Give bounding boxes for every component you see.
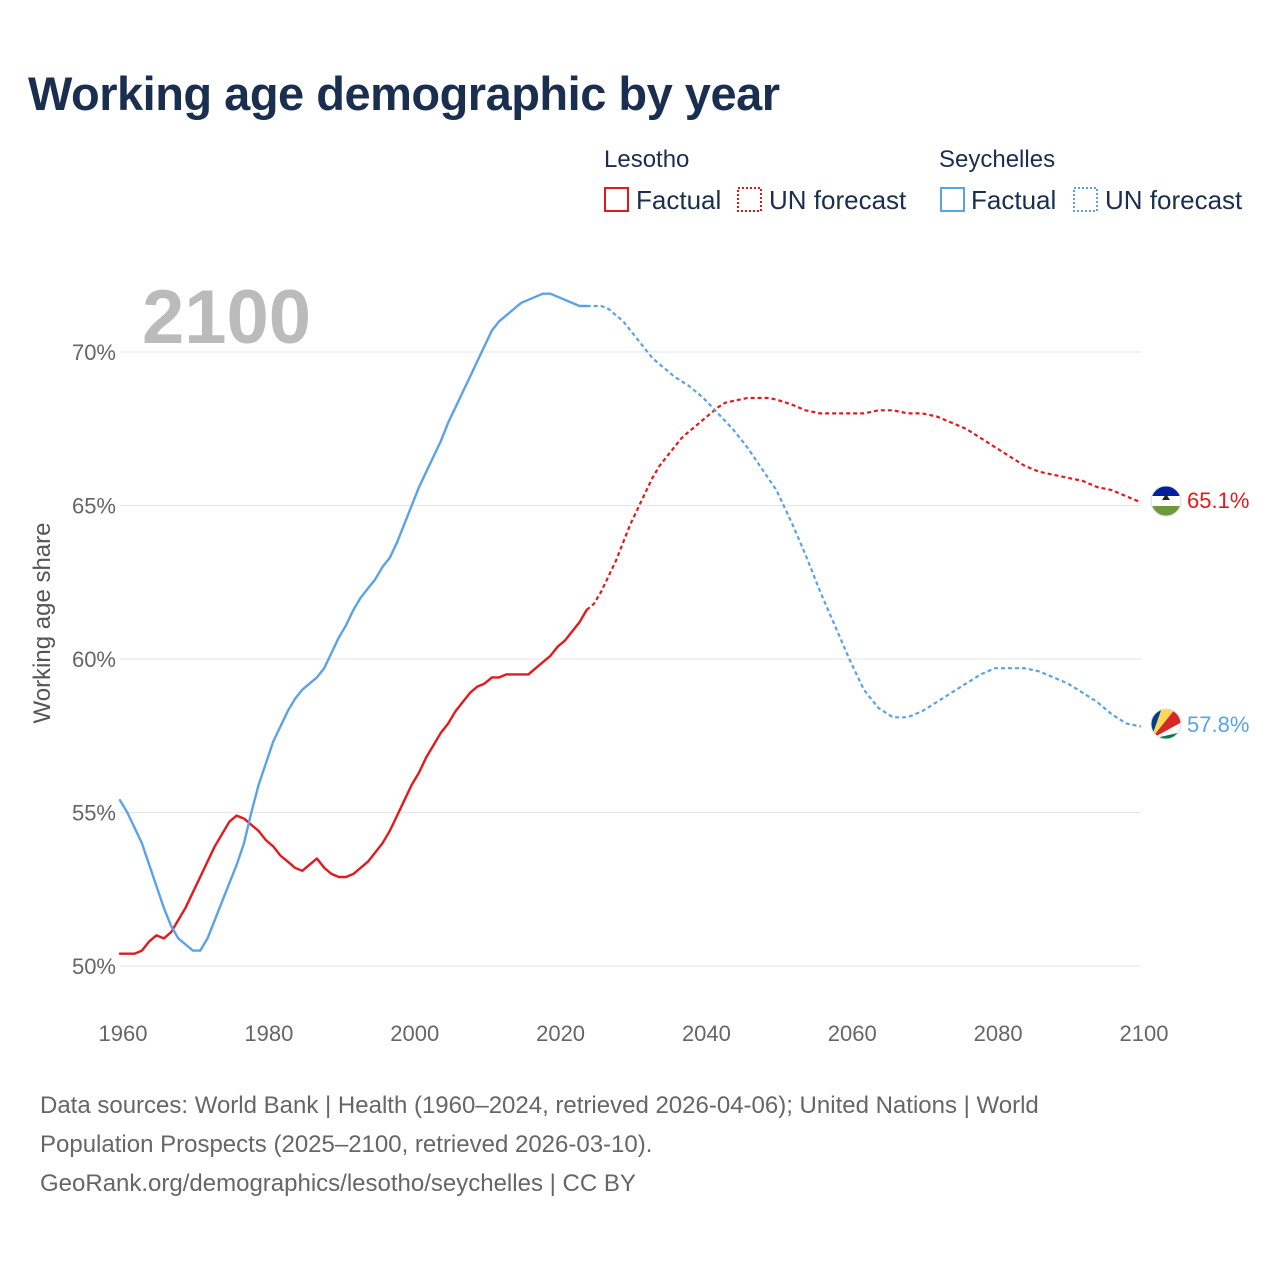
end-label-seychelles: 57.8%	[1187, 712, 1249, 737]
y-tick-label: 55%	[72, 801, 116, 826]
flag-seychelles-icon	[1150, 708, 1182, 740]
x-tick-label: 2020	[536, 1021, 585, 1046]
end-label-lesotho: 65.1%	[1187, 488, 1249, 513]
grid	[120, 351, 1141, 967]
legend-swatch-seychelles-factual[interactable]	[940, 187, 965, 212]
x-tick-label: 2100	[1120, 1021, 1169, 1046]
footer-line: Population Prospects (2025–2100, retriev…	[40, 1131, 653, 1158]
legend-label-lesotho-factual[interactable]: Factual	[636, 185, 721, 215]
x-tick-label: 2040	[682, 1021, 731, 1046]
chart-title: Working age demographic by year	[28, 67, 780, 120]
y-tick-label: 60%	[72, 647, 116, 672]
y-axis: 50% 55% 60% 65% 70%	[72, 340, 116, 979]
series-lesotho-factual[interactable]	[118, 608, 588, 955]
current-year-watermark: 2100	[142, 275, 311, 360]
legend-group-lesotho: Lesotho	[604, 146, 689, 173]
series-lesotho-forecast[interactable]	[585, 396, 1142, 611]
x-tick-label: 1980	[244, 1021, 293, 1046]
x-tick-label: 2000	[390, 1021, 439, 1046]
x-tick-label: 2080	[974, 1021, 1023, 1046]
y-axis-label: Working age share	[29, 523, 56, 724]
flag-lesotho-icon	[1150, 485, 1182, 517]
chart-canvas: Lesotho Factual UN forecast Seychelles F…	[29, 146, 1249, 1046]
x-axis: 1960 1980 2000 2020 2040 2060 2080 2100	[99, 1021, 1169, 1046]
legend-swatch-lesotho-forecast[interactable]	[737, 187, 762, 212]
footer-line: Data sources: World Bank | Health (1960–…	[40, 1092, 1039, 1119]
y-tick-label: 70%	[72, 340, 116, 365]
x-tick-label: 2060	[828, 1021, 877, 1046]
series-seychelles-factual[interactable]	[118, 292, 588, 952]
legend-swatch-lesotho-factual[interactable]	[604, 187, 629, 212]
y-tick-label: 65%	[72, 494, 116, 519]
footer-sources: Data sources: World Bank | Health (1960–…	[40, 1086, 1240, 1203]
series-lines	[118, 292, 1142, 955]
legend-label-seychelles-factual[interactable]: Factual	[971, 185, 1056, 215]
series-seychelles-forecast[interactable]	[586, 304, 1142, 728]
legend-label-seychelles-forecast[interactable]: UN forecast	[1105, 185, 1243, 215]
legend-group-seychelles: Seychelles	[939, 146, 1055, 173]
legend-label-lesotho-forecast[interactable]: UN forecast	[769, 185, 907, 215]
x-tick-label: 1960	[99, 1021, 148, 1046]
legend-swatch-seychelles-forecast[interactable]	[1073, 187, 1098, 212]
y-tick-label: 50%	[72, 954, 116, 979]
footer-link[interactable]: GeoRank.org/demographics/lesotho/seychel…	[40, 1170, 636, 1197]
legend: Lesotho Factual UN forecast Seychelles F…	[604, 146, 1243, 215]
